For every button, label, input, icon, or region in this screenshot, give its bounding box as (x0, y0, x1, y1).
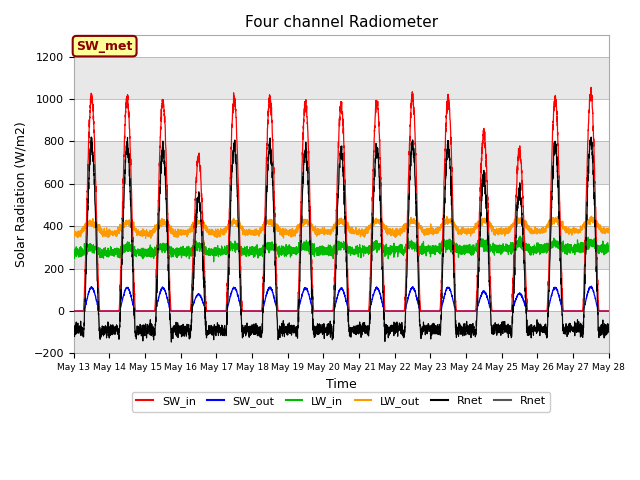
Bar (74, 269, 609, 311)
Bar (74, 57, 609, 99)
Bar (74, 184, 609, 226)
Title: Four channel Radiometer: Four channel Radiometer (244, 15, 438, 30)
Bar (74, 226, 609, 269)
Text: SW_met: SW_met (76, 40, 133, 53)
Y-axis label: Solar Radiation (W/m2): Solar Radiation (W/m2) (15, 121, 28, 267)
X-axis label: Time: Time (326, 378, 356, 391)
Bar (74, 311, 609, 353)
Legend: SW_in, SW_out, LW_in, LW_out, Rnet, Rnet: SW_in, SW_out, LW_in, LW_out, Rnet, Rnet (132, 392, 550, 411)
Bar (74, 142, 609, 184)
Bar (74, 99, 609, 142)
